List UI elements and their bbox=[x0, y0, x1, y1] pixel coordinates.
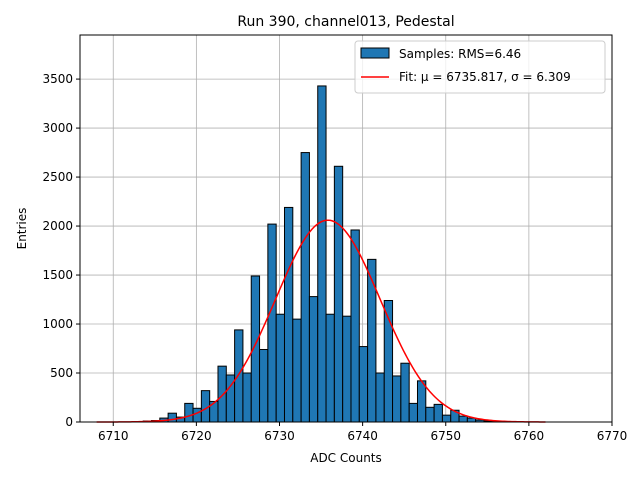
x-tick-label: 6750 bbox=[430, 429, 461, 443]
histogram-bar bbox=[458, 415, 468, 423]
legend: Samples: RMS=6.46 Fit: μ = 6735.817, σ =… bbox=[354, 40, 606, 94]
histogram-bar bbox=[275, 313, 285, 423]
x-tick-label: 6760 bbox=[514, 429, 545, 443]
histogram-bar bbox=[433, 403, 443, 423]
histogram-bar bbox=[234, 329, 244, 423]
histogram-bar bbox=[333, 165, 344, 423]
plot-frame bbox=[79, 34, 613, 423]
histogram-bar bbox=[408, 402, 418, 423]
y-axis-label: Entries bbox=[15, 208, 29, 250]
histogram-bar bbox=[242, 372, 252, 423]
histogram-bar bbox=[425, 406, 435, 423]
histogram-bar bbox=[317, 85, 327, 423]
histogram-bar bbox=[367, 258, 377, 423]
histogram-bar bbox=[342, 315, 352, 423]
fit-curve-group bbox=[96, 219, 546, 423]
histogram-bar bbox=[358, 346, 369, 423]
y-tick-label: 1500 bbox=[42, 268, 73, 282]
legend-fit-label: Fit: μ = 6735.817, σ = 6.309 bbox=[399, 70, 571, 84]
legend-histogram-label: Samples: RMS=6.46 bbox=[399, 47, 521, 61]
histogram-bars bbox=[134, 85, 510, 423]
chart-title: Run 390, channel013, Pedestal bbox=[237, 14, 454, 30]
axis-ticks: 6710 6720 6730 6740 6750 6760 6770 0 500 1000 1500… bbox=[42, 72, 627, 443]
histogram-bar bbox=[441, 414, 452, 423]
y-tick-label: 1000 bbox=[42, 317, 73, 331]
histogram-bar bbox=[267, 223, 277, 423]
y-tick-label: 500 bbox=[50, 366, 73, 380]
histogram-bar bbox=[325, 313, 335, 423]
histogram-bar bbox=[292, 318, 302, 423]
histogram-bar bbox=[184, 402, 194, 423]
histogram-bar bbox=[375, 372, 385, 423]
histogram-bar bbox=[350, 229, 360, 423]
histogram-bar bbox=[416, 380, 427, 423]
histogram-bar bbox=[300, 152, 310, 423]
histogram-bar bbox=[400, 362, 410, 423]
histogram-bar bbox=[308, 296, 319, 423]
y-tick-label: 2500 bbox=[42, 170, 73, 184]
legend-box bbox=[354, 40, 606, 94]
histogram-bar bbox=[392, 375, 402, 423]
x-tick-label: 6740 bbox=[347, 429, 378, 443]
histogram-bar bbox=[259, 348, 269, 423]
x-tick-label: 6710 bbox=[98, 429, 129, 443]
fit-curve bbox=[96, 219, 546, 423]
histogram-bar bbox=[167, 412, 177, 423]
x-tick-label: 6730 bbox=[264, 429, 295, 443]
histogram-bar bbox=[192, 407, 202, 423]
histogram-bar bbox=[217, 365, 227, 423]
y-tick-label: 3500 bbox=[42, 72, 73, 86]
x-axis-label: ADC Counts bbox=[310, 451, 382, 465]
histogram-bar bbox=[283, 206, 294, 423]
y-tick-label: 3000 bbox=[42, 121, 73, 135]
y-tick-label: 0 bbox=[65, 415, 73, 429]
x-tick-label: 6720 bbox=[181, 429, 212, 443]
y-tick-label: 2000 bbox=[42, 219, 73, 233]
legend-histogram-swatch bbox=[360, 47, 390, 59]
x-tick-label: 6770 bbox=[597, 429, 628, 443]
